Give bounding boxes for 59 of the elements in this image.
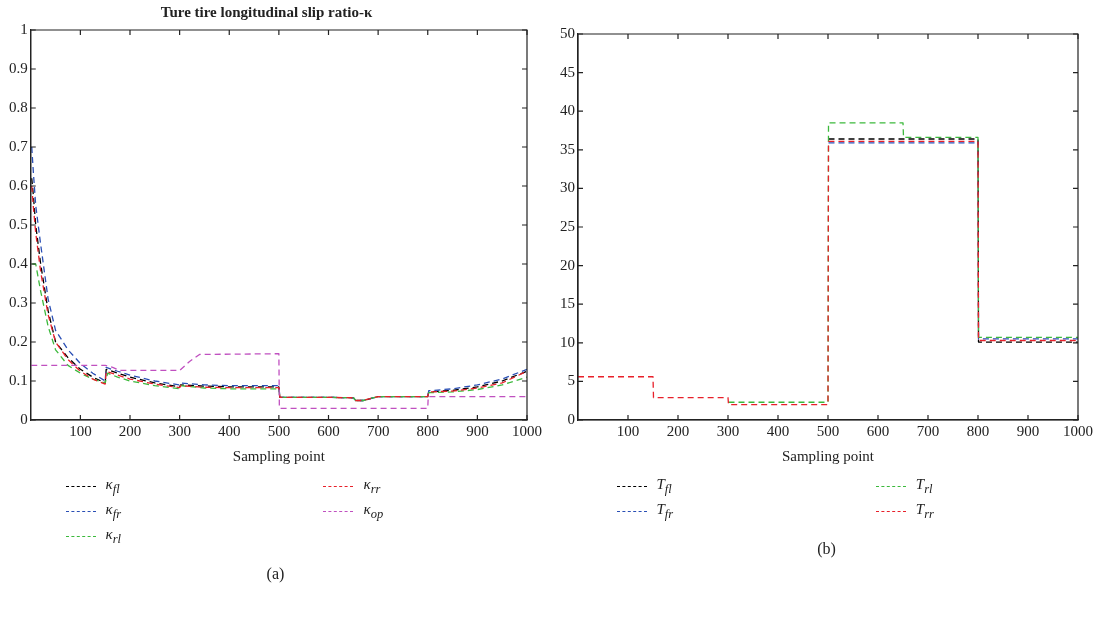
x-tick-label: 100 [69,422,92,439]
x-tick-label: 900 [1016,422,1040,439]
y-tick-label: 45 [560,63,575,80]
y-tick-label: 15 [560,295,575,312]
y-tick-label: 40 [560,102,575,119]
x-tick-label: 700 [916,422,940,439]
line-series [727,122,1078,403]
x-tick-label: 500 [267,422,291,439]
x-tick-label: 600 [866,422,890,439]
legend-label: κ$_{op}$ [363,501,384,522]
x-tick-label: 1000 [512,422,542,439]
x-tick-label: 800 [966,422,990,439]
y-tick-label: 0 [20,410,28,427]
y-tick-label: 0 [567,410,575,427]
y-tick-label: 30 [560,179,575,196]
x-axis-title: Sampling point [232,447,326,464]
x-tick-label: 400 [766,422,790,439]
legend-label: T$_{rr}$ [915,501,934,522]
legend-label: κ$_{fl}$ [105,476,120,497]
legend-label: κ$_{rr}$ [363,476,381,497]
y-tick-label: 25 [560,217,575,234]
legend-label: κ$_{rl}$ [105,526,122,547]
x-tick-label: 700 [366,422,390,439]
x-tick-label: 100 [616,422,640,439]
y-tick-label: 0.7 [9,137,29,154]
y-tick-label: 20 [560,256,575,273]
x-tick-label: 500 [816,422,840,439]
x-tick-label: 300 [168,422,191,439]
y-tick-label: 0.8 [9,98,28,115]
x-tick-label: 200 [666,422,690,439]
y-tick-label: 0.5 [9,215,28,232]
legend-label: T$_{fl}$ [656,476,672,497]
x-tick-label: 1000 [1063,422,1093,439]
text: (b) [817,540,836,558]
y-tick-label: 5 [567,372,575,389]
y-tick-label: 50 [560,24,575,41]
chart-title: Ture tire longitudinal slip ratio-κ [160,3,373,20]
x-axis-title: Sampling point [781,447,875,464]
line-series [30,353,527,409]
y-tick-label: 0.9 [9,59,28,76]
x-tick-label: 300 [716,422,740,439]
y-tick-label: 0.3 [9,293,28,310]
y-tick-label: 0.2 [9,332,28,349]
x-tick-label: 900 [466,422,489,439]
y-tick-label: 0.4 [9,254,29,271]
x-tick-label: 400 [218,422,241,439]
y-tick-label: 0.6 [9,176,29,193]
text: (a) [266,565,285,583]
legend-label: κ$_{fr}$ [105,501,122,522]
x-tick-label: 200 [118,422,142,439]
y-tick-label: 35 [560,140,575,157]
x-tick-label: 800 [416,422,439,439]
y-tick-label: 1 [20,20,28,37]
x-tick-label: 600 [317,422,340,439]
legend-label: T$_{rl}$ [915,476,933,497]
y-tick-label: 0.1 [9,371,28,388]
line-series [578,140,1078,406]
y-tick-label: 10 [560,333,575,350]
legend-label: T$_{fr}$ [656,501,674,522]
